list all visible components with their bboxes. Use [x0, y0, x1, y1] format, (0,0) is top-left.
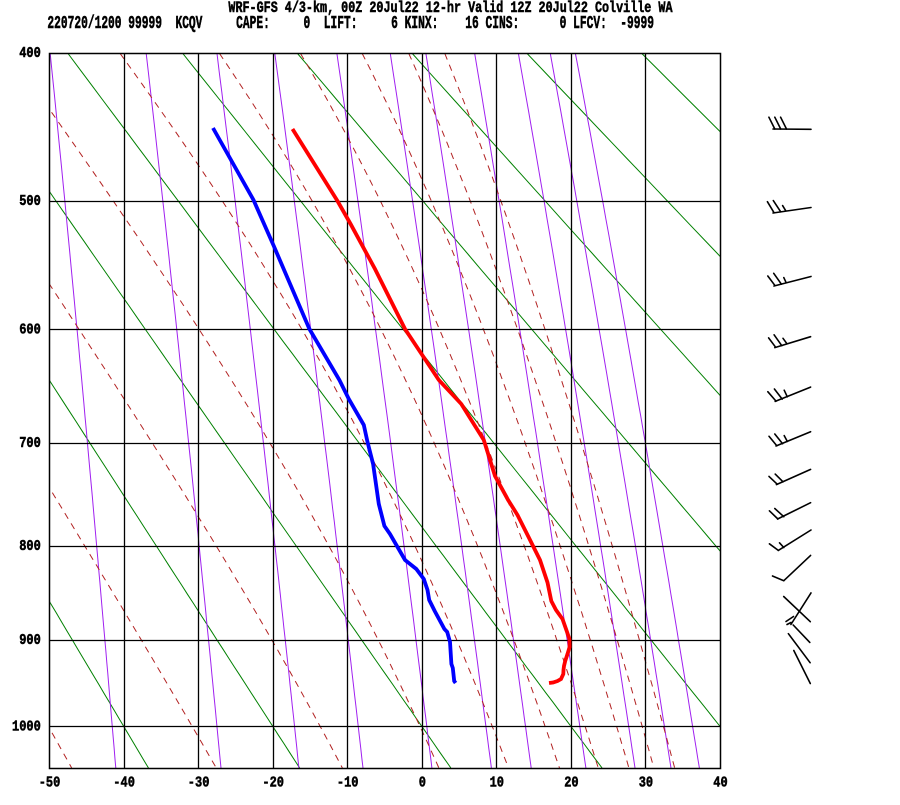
- svg-text:-30: -30: [188, 774, 210, 791]
- svg-text:20: 20: [564, 774, 578, 791]
- svg-text:-40: -40: [113, 774, 135, 791]
- svg-text:-10: -10: [337, 774, 359, 791]
- svg-text:220720/1200 99999 KCQV CA: 220720/1200 99999 KCQV CAPE: 0 LIFT: 6 K…: [47, 14, 654, 34]
- svg-text:40: 40: [713, 774, 727, 791]
- svg-text:700: 700: [19, 435, 41, 452]
- svg-text:-50: -50: [39, 774, 61, 791]
- svg-text:800: 800: [19, 538, 41, 555]
- svg-text:600: 600: [19, 321, 41, 338]
- svg-text:10: 10: [490, 774, 504, 791]
- svg-text:-20: -20: [262, 774, 284, 791]
- svg-text:0: 0: [419, 774, 426, 791]
- svg-text:500: 500: [19, 193, 41, 210]
- svg-text:30: 30: [639, 774, 653, 791]
- svg-text:1000: 1000: [12, 719, 41, 736]
- svg-text:400: 400: [19, 45, 41, 62]
- svg-text:900: 900: [19, 632, 41, 649]
